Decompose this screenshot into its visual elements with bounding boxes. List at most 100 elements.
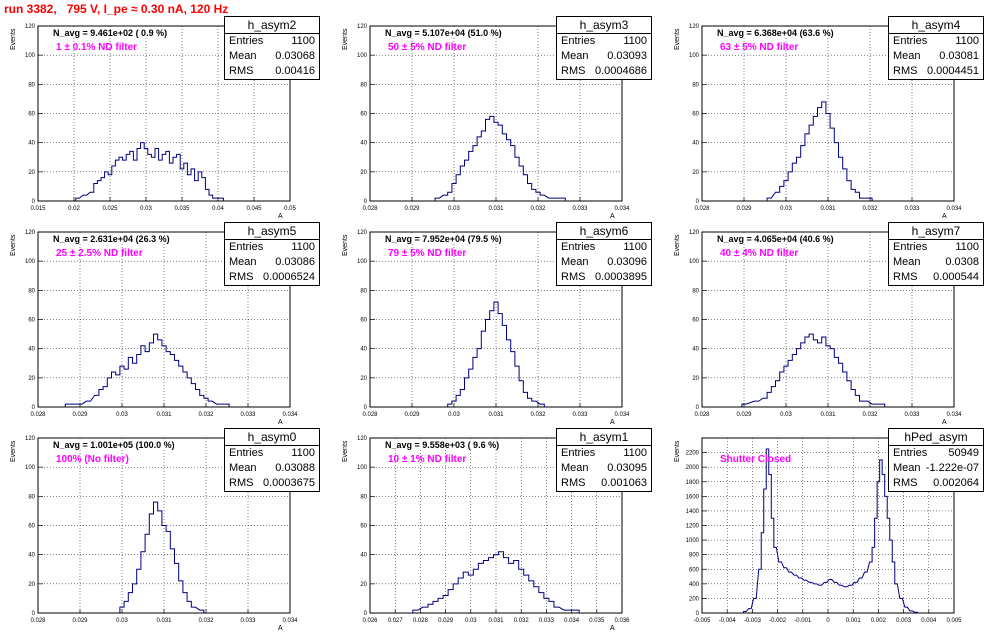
histogram-bin	[154, 334, 158, 407]
histogram-panel-h_asym6: 0.028 0.029 0.03 0.031 0.032 0.033 0.034 0 20 40 6…	[332, 222, 660, 426]
y-tick-label: 40	[692, 347, 699, 353]
stats-mean-row: Mean 0.03081	[889, 49, 983, 64]
x-tick-label: 0.028	[694, 206, 710, 212]
histogram-bin	[175, 563, 179, 613]
x-tick-label: 0.034	[614, 412, 630, 418]
histogram-bin	[549, 601, 554, 613]
histogram-bin	[855, 192, 859, 201]
stats-mean-row: Mean 0.03096	[557, 255, 651, 270]
histogram-bin	[780, 186, 784, 201]
y-tick-label: 80	[28, 288, 35, 294]
histogram-bin	[166, 151, 170, 201]
histogram-bin	[90, 192, 94, 201]
plot-frame	[369, 25, 623, 202]
histogram-bin	[767, 392, 771, 407]
histogram-bin	[788, 172, 792, 201]
x-tick-label: 0.032	[530, 206, 546, 212]
histogram-bin	[822, 337, 826, 407]
y-tick-label: 1000	[686, 538, 700, 544]
stats-rms-value: 0.00416	[275, 65, 315, 77]
histogram-bin	[870, 562, 873, 613]
histogram-bin	[97, 181, 101, 201]
histogram-name: h_asym4	[889, 17, 983, 34]
stats-entries-label: Entries	[561, 447, 596, 459]
histogram-bin	[112, 372, 116, 407]
histogram-bin	[115, 160, 119, 201]
histogram-bin	[749, 609, 752, 613]
histogram-line	[741, 333, 886, 407]
x-tick-label: 0.028	[30, 412, 46, 418]
y-tick-label: 0	[364, 611, 368, 617]
filter-label: 10 ± 1% ND filter	[388, 454, 467, 465]
histogram-bin	[809, 125, 813, 201]
x-tick-label: 0.03	[465, 618, 477, 624]
histogram-bin	[137, 149, 141, 202]
histogram-plot: 0.028 0.029 0.03 0.031 0.032 0.033 0.034 0 20 40 6…	[25, 436, 298, 624]
histogram-bin	[490, 311, 494, 407]
x-tick-label: 0.02	[68, 206, 80, 212]
histogram-bin	[469, 369, 473, 407]
histogram-bin	[128, 593, 132, 613]
y-tick-label: 2000	[686, 465, 700, 471]
histogram-bin	[159, 160, 163, 201]
x-tick-label: 0.031	[488, 206, 504, 212]
x-tick-label: 0.031	[488, 618, 504, 624]
stats-box: h_asym1 Entries 1100 Mean 0.03095 RMS 0.001063	[556, 428, 652, 492]
x-tick-label: 0.025	[102, 206, 118, 212]
stats-rms-row: RMS 0.000544	[889, 270, 983, 285]
stats-box: h_asym3 Entries 1100 Mean 0.03093 RMS 0.000468…	[556, 16, 652, 80]
x-tick-label: 0.031	[820, 206, 836, 212]
histogram-bin	[490, 116, 494, 201]
histogram-bin	[818, 108, 822, 201]
stats-mean-value: -1.222e-07	[925, 462, 979, 474]
histogram-bin	[448, 590, 453, 613]
stats-entries-row: Entries 1100	[225, 240, 319, 255]
histogram-bin	[465, 160, 469, 201]
histogram-name: hPed_asym	[889, 429, 983, 446]
histogram-bin	[144, 149, 148, 202]
x-tick-label: 0.033	[572, 412, 588, 418]
filter-label: 79 ± 5% ND filter	[388, 248, 467, 259]
x-axis-label: A	[610, 213, 615, 220]
y-tick-label: 120	[689, 24, 700, 30]
x-tick-label: 0.033	[240, 412, 256, 418]
y-tick-label: 120	[25, 24, 36, 30]
y-tick-label: 100	[25, 259, 36, 265]
histogram-bin	[145, 534, 149, 613]
histogram-bin	[141, 346, 145, 407]
histogram-plot: 0.028 0.029 0.03 0.031 0.032 0.033 0.034 0 20 40 6…	[25, 230, 298, 418]
stats-entries-row: Entries 1100	[557, 240, 651, 255]
y-tick-label: 60	[28, 524, 35, 530]
histogram-bin	[507, 340, 511, 407]
histogram-bin	[448, 192, 452, 201]
y-tick-label: 60	[360, 112, 367, 118]
histogram-bin	[112, 166, 116, 201]
histogram-bin	[794, 575, 797, 613]
filter-label: 63 ± 5% ND filter	[720, 42, 799, 53]
x-tick-label: 0.026	[362, 618, 378, 624]
x-tick-label: 0.034	[614, 206, 630, 212]
stats-rms-row: RMS 0.0003675	[225, 476, 319, 491]
histogram-bin	[759, 569, 762, 613]
x-tick-label: 0.032	[530, 412, 546, 418]
stats-rms-row: RMS 0.00416	[225, 64, 319, 79]
histogram-bin	[834, 582, 837, 613]
y-tick-label: 0	[696, 199, 700, 205]
stats-entries-row: Entries 1100	[225, 446, 319, 461]
filter-label: 25 ± 2.5% ND filter	[56, 248, 143, 259]
histogram-bin	[854, 582, 857, 613]
stats-rms-label: RMS	[893, 477, 918, 489]
y-tick-label: 20	[692, 376, 699, 382]
histogram-bin	[83, 195, 87, 201]
x-tick-label: 0.034	[564, 618, 580, 624]
y-axis-label: Events	[10, 234, 17, 256]
y-tick-label: 1600	[686, 494, 700, 500]
x-tick-label: 0.029	[736, 206, 752, 212]
y-tick-label: 40	[692, 141, 699, 147]
histogram-bin	[101, 178, 105, 201]
histogram-bin	[481, 131, 485, 201]
histogram-bin	[860, 578, 863, 613]
stats-entries-label: Entries	[229, 241, 264, 253]
histogram-bin	[865, 572, 868, 613]
histogram-bin	[776, 381, 780, 407]
